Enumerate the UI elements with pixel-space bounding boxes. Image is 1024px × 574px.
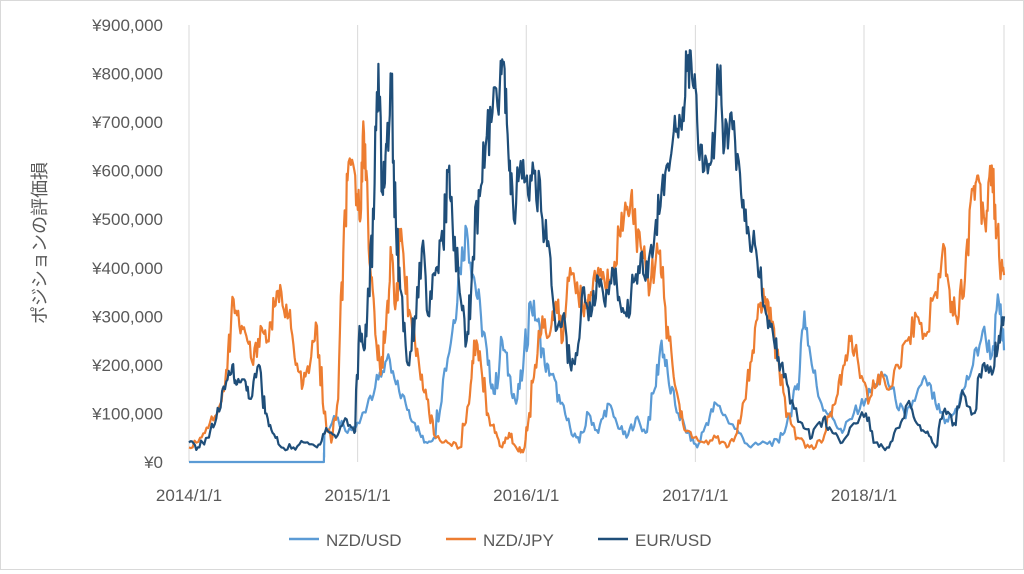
y-tick-label: ¥300,000	[91, 307, 163, 326]
series-line-eur-usd	[188, 49, 1006, 452]
x-tick-label: 2017/1/1	[662, 486, 728, 505]
y-tick-label: ¥900,000	[91, 16, 163, 35]
y-tick-label: ¥600,000	[91, 162, 163, 181]
y-tick-label: ¥400,000	[91, 259, 163, 278]
y-axis-title: ポジションの評価損	[30, 162, 50, 324]
x-tick-label: 2015/1/1	[325, 486, 391, 505]
x-tick-label: 2018/1/1	[831, 486, 897, 505]
y-tick-label: ¥200,000	[91, 356, 163, 375]
legend-label: NZD/JPY	[483, 531, 554, 550]
legend-label: EUR/USD	[635, 531, 712, 550]
series-line-nzd-usd	[189, 224, 1006, 464]
y-tick-label: ¥500,000	[91, 210, 163, 229]
x-tick-label: 2014/1/1	[156, 486, 222, 505]
series-line-nzd-jpy	[188, 120, 1006, 454]
y-tick-label: ¥100,000	[91, 404, 163, 423]
x-tick-label: 2016/1/1	[493, 486, 559, 505]
y-tick-label: ¥700,000	[91, 113, 163, 132]
axes: ¥0 ¥100,000 ¥200,000 ¥300,000 ¥400,000 ¥500,0…	[91, 16, 897, 505]
legend-label: NZD/USD	[326, 531, 402, 550]
series-lines	[188, 49, 1006, 464]
y-tick-label: ¥0	[143, 453, 163, 472]
legend: NZD/USD NZD/JPY EUR/USD	[289, 531, 712, 550]
y-tick-label: ¥800,000	[91, 65, 163, 84]
gridlines	[188, 25, 1005, 462]
